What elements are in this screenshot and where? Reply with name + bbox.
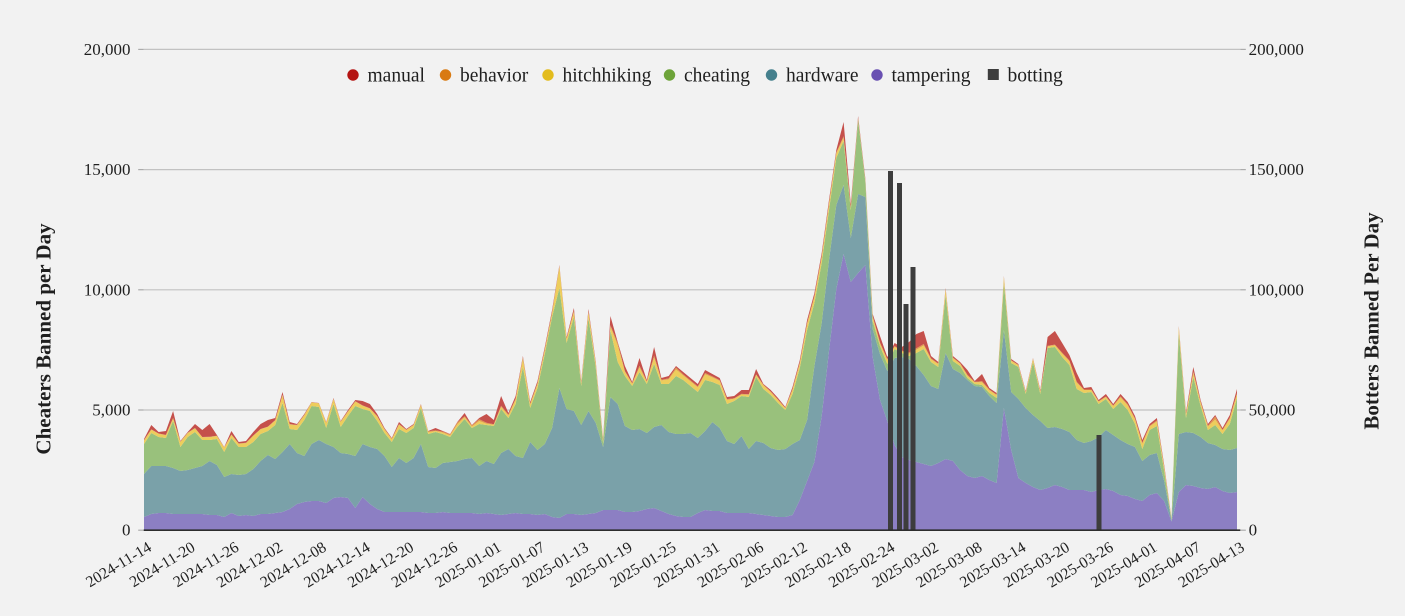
svg-text:20,000: 20,000: [84, 40, 131, 59]
svg-text:5,000: 5,000: [92, 401, 130, 420]
svg-text:50,000: 50,000: [1249, 401, 1296, 420]
svg-text:150,000: 150,000: [1249, 160, 1304, 179]
svg-text:Botters Banned Per Day: Botters Banned Per Day: [1360, 212, 1384, 430]
svg-text:200,000: 200,000: [1249, 40, 1304, 59]
svg-text:100,000: 100,000: [1249, 280, 1304, 299]
svg-text:0: 0: [122, 521, 131, 540]
svg-text:hitchhiking: hitchhiking: [563, 66, 652, 87]
svg-text:0: 0: [1249, 521, 1258, 540]
svg-text:hardware: hardware: [786, 66, 859, 87]
svg-text:manual: manual: [368, 66, 426, 87]
svg-text:cheating: cheating: [684, 66, 750, 87]
svg-text:10,000: 10,000: [84, 280, 131, 299]
svg-text:Cheaters Banned per Day: Cheaters Banned per Day: [32, 223, 56, 455]
svg-text:tampering: tampering: [892, 66, 971, 87]
svg-text:behavior: behavior: [460, 66, 529, 87]
svg-text:botting: botting: [1008, 66, 1064, 87]
svg-text:15,000: 15,000: [84, 160, 131, 179]
